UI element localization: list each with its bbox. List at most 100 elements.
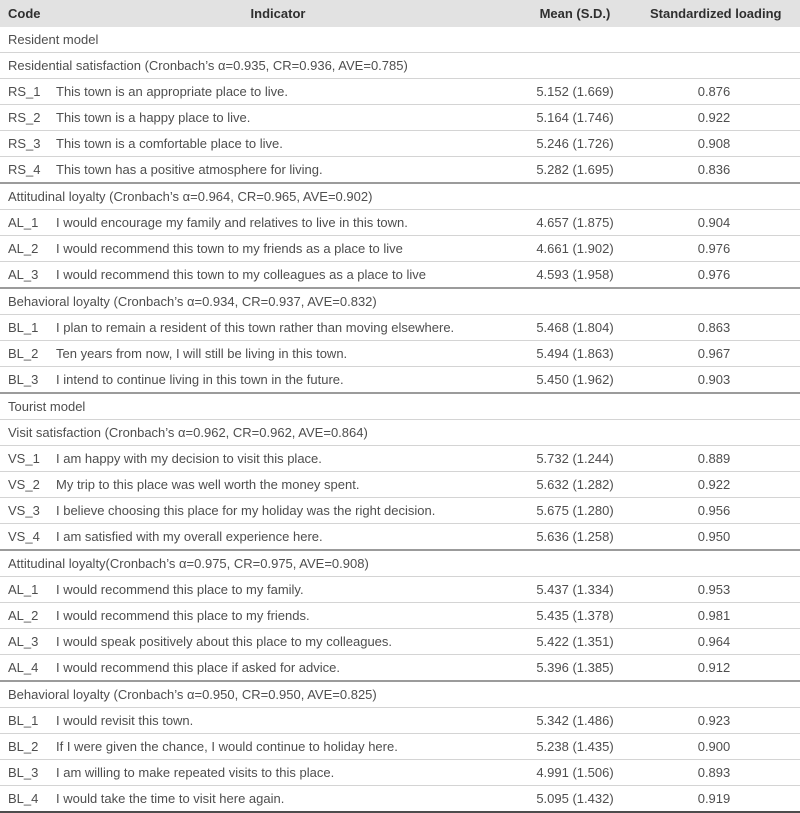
construct-label: Residential satisfaction (Cronbach’s α=0… [0, 52, 800, 79]
item-code: RS_2 [0, 104, 56, 131]
item-indicator: I would encourage my family and relative… [56, 209, 500, 236]
section-row: Tourist model [0, 392, 800, 420]
item-indicator: If I were given the chance, I would cont… [56, 733, 500, 760]
item-mean-sd: 5.095 (1.432) [500, 785, 650, 812]
construct-row: Attitudinal loyalty(Cronbach’s α=0.975, … [0, 549, 800, 577]
item-loading: 0.953 [650, 576, 800, 603]
item-loading: 0.863 [650, 314, 800, 341]
item-loading: 0.981 [650, 602, 800, 629]
item-row: VS_4 I am satisfied with my overall exper… [0, 523, 800, 550]
item-loading: 0.923 [650, 707, 800, 734]
construct-label: Behavioral loyalty (Cronbach’s α=0.950, … [0, 680, 800, 708]
item-row: RS_1 This town is an appropriate place to… [0, 78, 800, 105]
item-indicator: I would recommend this town to my collea… [56, 261, 500, 288]
item-row: BL_4 I would take the time to visit here … [0, 785, 800, 812]
item-code: BL_1 [0, 314, 56, 341]
table-body: Resident model Residential satisfaction (… [0, 27, 800, 812]
item-indicator: I plan to remain a resident of this town… [56, 314, 500, 341]
item-code: AL_3 [0, 261, 56, 288]
item-mean-sd: 5.732 (1.244) [500, 445, 650, 472]
item-loading: 0.893 [650, 759, 800, 786]
item-row: RS_2 This town is a happy place to live. 5… [0, 104, 800, 131]
item-mean-sd: 5.164 (1.746) [500, 104, 650, 131]
construct-row: Visit satisfaction (Cronbach’s α=0.962, … [0, 419, 800, 446]
item-code: VS_1 [0, 445, 56, 472]
section-row: Resident model [0, 27, 800, 53]
construct-label: Visit satisfaction (Cronbach’s α=0.962, … [0, 419, 800, 446]
item-indicator: I am willing to make repeated visits to … [56, 759, 500, 786]
column-header-indicator: Indicator [56, 0, 500, 27]
item-loading: 0.956 [650, 497, 800, 524]
item-indicator: I am satisfied with my overall experienc… [56, 523, 500, 550]
item-loading: 0.912 [650, 654, 800, 681]
item-code: BL_3 [0, 366, 56, 393]
item-indicator: I would recommend this place to my famil… [56, 576, 500, 603]
item-code: BL_2 [0, 340, 56, 367]
item-mean-sd: 5.342 (1.486) [500, 707, 650, 734]
item-loading: 0.950 [650, 523, 800, 550]
column-header-code: Code [0, 0, 56, 27]
item-row: BL_1 I plan to remain a resident of this … [0, 314, 800, 341]
item-row: AL_1 I would recommend this place to my f… [0, 576, 800, 603]
item-mean-sd: 4.661 (1.902) [500, 235, 650, 262]
item-loading: 0.889 [650, 445, 800, 472]
item-code: BL_2 [0, 733, 56, 760]
item-row: BL_2 If I were given the chance, I would … [0, 733, 800, 760]
item-mean-sd: 5.152 (1.669) [500, 78, 650, 105]
item-mean-sd: 5.468 (1.804) [500, 314, 650, 341]
item-code: VS_4 [0, 523, 56, 550]
construct-label: Attitudinal loyalty(Cronbach’s α=0.975, … [0, 549, 800, 577]
item-mean-sd: 5.450 (1.962) [500, 366, 650, 393]
table-head: Code Indicator Mean (S.D.) Standardized … [0, 0, 800, 27]
item-code: BL_4 [0, 785, 56, 812]
item-row: AL_2 I would recommend this place to my f… [0, 602, 800, 629]
construct-row: Residential satisfaction (Cronbach’s α=0… [0, 52, 800, 79]
item-loading: 0.922 [650, 471, 800, 498]
item-row: BL_2 Ten years from now, I will still be … [0, 340, 800, 367]
item-mean-sd: 5.238 (1.435) [500, 733, 650, 760]
item-indicator: This town has a positive atmosphere for … [56, 156, 500, 183]
item-indicator: This town is a comfortable place to live… [56, 130, 500, 157]
item-mean-sd: 5.632 (1.282) [500, 471, 650, 498]
item-code: RS_3 [0, 130, 56, 157]
item-mean-sd: 5.282 (1.695) [500, 156, 650, 183]
item-code: RS_4 [0, 156, 56, 183]
construct-label: Behavioral loyalty (Cronbach’s α=0.934, … [0, 287, 800, 315]
item-mean-sd: 5.636 (1.258) [500, 523, 650, 550]
item-loading: 0.922 [650, 104, 800, 131]
item-mean-sd: 5.246 (1.726) [500, 130, 650, 157]
item-indicator: I would revisit this town. [56, 707, 500, 734]
item-mean-sd: 4.593 (1.958) [500, 261, 650, 288]
item-indicator: I believe choosing this place for my hol… [56, 497, 500, 524]
construct-row: Behavioral loyalty (Cronbach’s α=0.950, … [0, 680, 800, 708]
item-loading: 0.904 [650, 209, 800, 236]
item-mean-sd: 5.422 (1.351) [500, 628, 650, 655]
item-indicator: I would take the time to visit here agai… [56, 785, 500, 812]
item-loading: 0.964 [650, 628, 800, 655]
section-label: Resident model [8, 32, 99, 47]
item-code: BL_3 [0, 759, 56, 786]
item-loading: 0.976 [650, 261, 800, 288]
item-loading: 0.908 [650, 130, 800, 157]
item-loading: 0.967 [650, 340, 800, 367]
item-mean-sd: 5.494 (1.863) [500, 340, 650, 367]
item-row: AL_1 I would encourage my family and rela… [0, 209, 800, 236]
item-code: BL_1 [0, 707, 56, 734]
item-row: BL_1 I would revisit this town. 5.342 (1.4… [0, 707, 800, 734]
item-row: AL_3 I would recommend this town to my co… [0, 261, 800, 288]
item-loading: 0.836 [650, 156, 800, 183]
item-code: VS_2 [0, 471, 56, 498]
item-mean-sd: 4.657 (1.875) [500, 209, 650, 236]
item-indicator: I would recommend this town to my friend… [56, 235, 500, 262]
item-code: VS_3 [0, 497, 56, 524]
column-header-mean-sd: Mean (S.D.) [500, 0, 650, 27]
item-indicator: I would speak positively about this plac… [56, 628, 500, 655]
item-indicator: I am happy with my decision to visit thi… [56, 445, 500, 472]
item-row: AL_2 I would recommend this town to my fr… [0, 235, 800, 262]
construct-label: Attitudinal loyalty (Cronbach’s α=0.964,… [0, 182, 800, 210]
item-indicator: I intend to continue living in this town… [56, 366, 500, 393]
item-mean-sd: 5.435 (1.378) [500, 602, 650, 629]
item-loading: 0.903 [650, 366, 800, 393]
